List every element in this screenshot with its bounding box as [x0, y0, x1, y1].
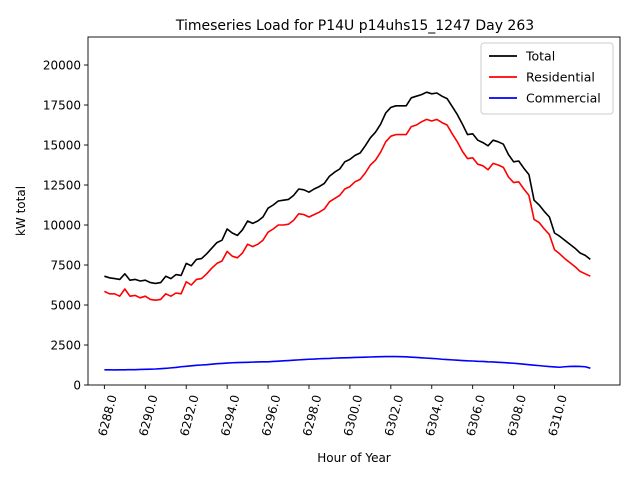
x-axis-label: Hour of Year	[317, 451, 391, 465]
series-line-total	[104, 91, 591, 285]
legend-box	[480, 42, 614, 115]
series-line-residential	[104, 118, 591, 302]
y-tick-label: 7500	[50, 259, 81, 273]
y-axis-label: kW total	[14, 186, 28, 236]
y-tick-label: 2500	[50, 339, 81, 353]
y-tick-label: 15000	[43, 139, 81, 153]
legend: Total Residential Commercial	[480, 42, 614, 115]
series-line-commercial	[104, 355, 591, 371]
y-tick-label: 12500	[43, 179, 81, 193]
y-tick-label: 17500	[43, 99, 81, 113]
y-tick-label: 10000	[43, 219, 81, 233]
y-tick-label: 0	[73, 379, 81, 393]
legend-label-residential: Residential	[526, 70, 595, 85]
y-tick-label: 20000	[43, 59, 81, 73]
axes-frame	[87, 36, 621, 386]
legend-label-commercial: Commercial	[526, 91, 601, 106]
chart-title: Timeseries Load for P14U p14uhs15_1247 D…	[175, 18, 534, 34]
plot-area	[104, 91, 591, 371]
legend-label-total: Total	[525, 49, 555, 64]
y-tick-label: 5000	[50, 299, 81, 313]
